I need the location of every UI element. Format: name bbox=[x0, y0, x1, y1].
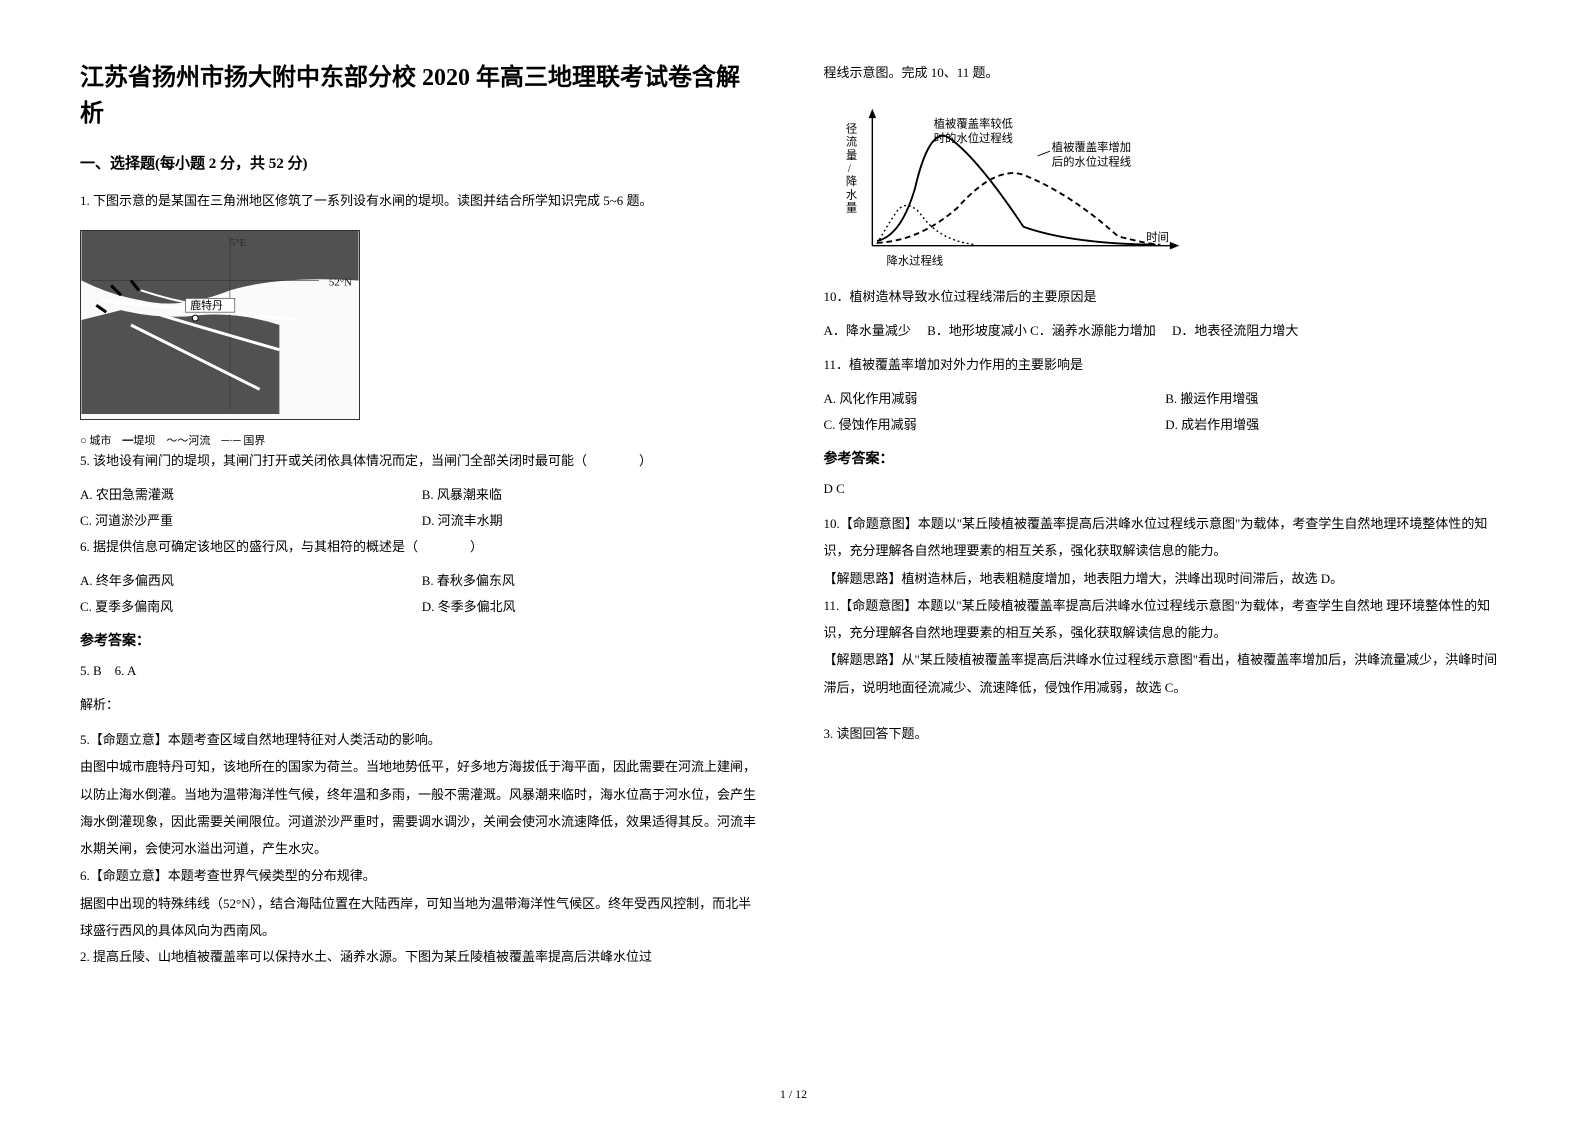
q11-option-d: D. 成岩作用增强 bbox=[1165, 412, 1507, 438]
q6-options-row1: A. 终年多偏西风 B. 春秋多偏东风 bbox=[80, 568, 764, 594]
chart-y-label-7: 量 bbox=[845, 202, 856, 215]
q6-option-c: C. 夏季多偏南风 bbox=[80, 594, 422, 620]
chart-y-label-3: 量 bbox=[845, 149, 856, 162]
hydrograph-chart: 径 流 量 / 降 水 量 时间 植被覆盖率较低 时的水位过程线 植被覆盖率增加 bbox=[824, 104, 1204, 274]
chart-line1-label-a: 植被覆盖率较低 bbox=[933, 117, 1012, 131]
map-city-label: 鹿特丹 bbox=[190, 298, 223, 312]
dotted-curve bbox=[877, 206, 976, 245]
chart-bottom-label: 降水过程线 bbox=[886, 254, 943, 268]
q11-options-row1: A. 风化作用减弱 B. 搬运作用增强 bbox=[824, 386, 1508, 412]
chart-y-label-4: / bbox=[847, 163, 851, 175]
q5-text: 5. 该地设有闸门的堤坝，其闸门打开或关闭依具体情况而定，当闸门全部关闭时最可能… bbox=[80, 448, 764, 474]
q2-intro: 2. 提高丘陵、山地植被覆盖率可以保持水土、涵养水源。下图为某丘陵植被覆盖率提高… bbox=[80, 944, 764, 970]
dashed-curve bbox=[877, 173, 1160, 245]
exp5-body: 由图中城市鹿特丹可知，该地所在的国家为荷兰。当地地势低平，好多地方海拔低于海平面… bbox=[80, 753, 764, 862]
q6-option-d: D. 冬季多偏北风 bbox=[422, 594, 764, 620]
map-svg: 5°E 52°N 鹿特丹 bbox=[81, 231, 359, 419]
left-column: 江苏省扬州市扬大附中东部分校 2020 年高三地理联考试卷含解析 一、选择题(每… bbox=[80, 60, 764, 1082]
exp10: 10.【命题意图】本题以"某丘陵植被覆盖率提高后洪峰水位过程线示意图"为载体，考… bbox=[824, 510, 1508, 565]
exp10-body: 【解题思路】植树造林后，地表粗糙度增加，地表阻力增大，洪峰出现时间滞后，故选 D… bbox=[824, 565, 1508, 592]
chart-line2-label-b: 后的水位过程线 bbox=[1051, 154, 1130, 168]
q1-intro: 1. 下图示意的是某国在三角洲地区修筑了一系列设有水闸的堤坝。读图并结合所学知识… bbox=[80, 188, 764, 214]
q5-option-d: D. 河流丰水期 bbox=[422, 508, 764, 534]
q6-option-b: B. 春秋多偏东风 bbox=[422, 568, 764, 594]
map-legend: ○ 城市 ━堤坝 ～～河流 ─·─ 国界 bbox=[80, 432, 764, 448]
q5-option-b: B. 风暴潮来临 bbox=[422, 482, 764, 508]
chart-x-label: 时间 bbox=[1146, 231, 1169, 244]
q10-text: 10．植树造林导致水位过程线滞后的主要原因是 bbox=[824, 284, 1508, 310]
q5-options-row2: C. 河道淤沙严重 D. 河流丰水期 bbox=[80, 508, 764, 534]
document-title: 江苏省扬州市扬大附中东部分校 2020 年高三地理联考试卷含解析 bbox=[80, 60, 764, 132]
answer-2: D C bbox=[824, 476, 1508, 502]
q5-option-c: C. 河道淤沙严重 bbox=[80, 508, 422, 534]
exp6-body: 据图中出现的特殊纬线（52°N），结合海陆位置在大陆西岸，可知当地为温带海洋性气… bbox=[80, 890, 764, 945]
exp5-title: 5.【命题立意】本题考查区域自然地理特征对人类活动的影响。 bbox=[80, 726, 764, 753]
q10-option-d: D．地表径流阻力增大 bbox=[1172, 323, 1298, 338]
q10-options: A．降水量减少 B．地形坡度减小 C．涵养水源能力增加 D．地表径流阻力增大 bbox=[824, 318, 1508, 344]
q5-options-row1: A. 农田急需灌溉 B. 风暴潮来临 bbox=[80, 482, 764, 508]
answer-1: 5. B 6. A bbox=[80, 658, 764, 684]
chart-y-label-5: 降 bbox=[845, 174, 856, 188]
q11-option-a: A. 风化作用减弱 bbox=[824, 386, 1166, 412]
page-number: 1 / 12 bbox=[780, 1087, 807, 1102]
q11-text: 11．植被覆盖率增加对外力作用的主要影响是 bbox=[824, 352, 1508, 378]
q3-text: 3. 读图回答下题。 bbox=[824, 721, 1508, 747]
answer-header-2: 参考答案： bbox=[824, 448, 1508, 468]
q5-option-a: A. 农田急需灌溉 bbox=[80, 482, 422, 508]
right-column: 程线示意图。完成 10、11 题。 径 流 量 / 降 水 量 时间 bbox=[824, 60, 1508, 1082]
explanation-header: 解析： bbox=[80, 692, 764, 718]
section-header: 一、选择题(每小题 2 分，共 52 分) bbox=[80, 152, 764, 173]
chart-line1-label-b: 时的水位过程线 bbox=[933, 131, 1012, 145]
chart-line2-label-a: 植被覆盖率增加 bbox=[1051, 140, 1130, 154]
q11-options-row2: C. 侵蚀作用减弱 D. 成岩作用增强 bbox=[824, 412, 1508, 438]
q6-text: 6. 据提供信息可确定该地区的盛行风，与其相符的概述是（ ） bbox=[80, 534, 764, 560]
q10-option-a: A．降水量减少 bbox=[824, 323, 911, 338]
q10-option-c: C．涵养水源能力增加 bbox=[1030, 323, 1156, 338]
q6-option-a: A. 终年多偏西风 bbox=[80, 568, 422, 594]
q10-option-b: B．地形坡度减小 bbox=[927, 323, 1027, 338]
chart-y-label-1: 径 bbox=[845, 122, 856, 135]
q2-intro-cont: 程线示意图。完成 10、11 题。 bbox=[824, 60, 1508, 86]
exp11: 11.【命题意图】本题以"某丘陵植被覆盖率提高后洪峰水位过程线示意图"为载体，考… bbox=[824, 592, 1508, 647]
q11-option-c: C. 侵蚀作用减弱 bbox=[824, 412, 1166, 438]
exp11-body: 【解题思路】从"某丘陵植被覆盖率提高后洪峰水位过程线示意图"看出，植被覆盖率增加… bbox=[824, 646, 1508, 701]
chart-y-label-6: 水 bbox=[845, 188, 857, 201]
map-figure: 5°E 52°N 鹿特丹 bbox=[80, 230, 360, 420]
page-container: 江苏省扬州市扬大附中东部分校 2020 年高三地理联考试卷含解析 一、选择题(每… bbox=[80, 60, 1507, 1082]
chart-svg: 径 流 量 / 降 水 量 时间 植被覆盖率较低 时的水位过程线 植被覆盖率增加 bbox=[824, 104, 1204, 274]
exp6-title: 6.【命题立意】本题考查世界气候类型的分布规律。 bbox=[80, 862, 764, 889]
chart-y-label-2: 流 bbox=[845, 135, 856, 149]
q11-option-b: B. 搬运作用增强 bbox=[1165, 386, 1507, 412]
q6-options-row2: C. 夏季多偏南风 D. 冬季多偏北风 bbox=[80, 594, 764, 620]
answer-header-1: 参考答案： bbox=[80, 630, 764, 650]
